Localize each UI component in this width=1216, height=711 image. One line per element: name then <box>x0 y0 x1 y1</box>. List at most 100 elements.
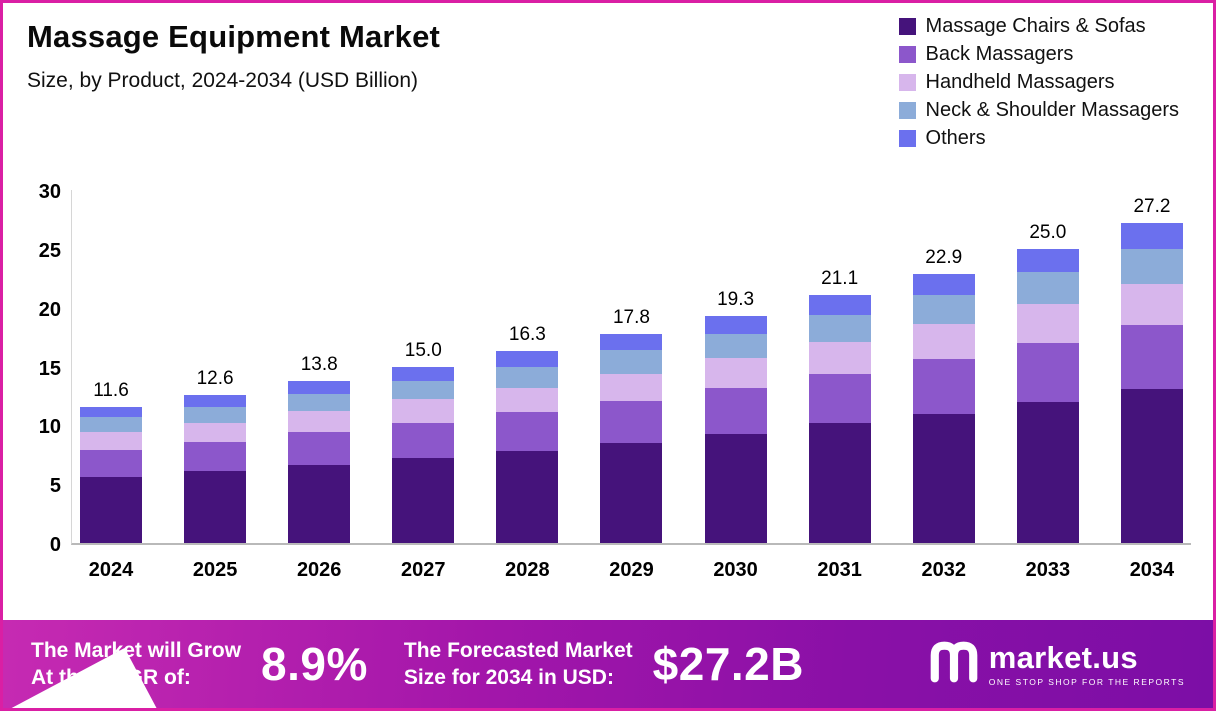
x-axis-label: 2034 <box>1129 559 1175 581</box>
y-tick-label: 5 <box>49 475 61 498</box>
bar-segment <box>496 412 559 452</box>
footer-banner: The Market will Grow At the CAGR of: 8.9… <box>3 620 1213 708</box>
bar-segment <box>600 373 663 401</box>
bar-segment <box>80 432 142 451</box>
bar-total-label: 21.1 <box>821 267 859 289</box>
x-axis-label: 2029 <box>609 559 654 581</box>
bar-segment <box>912 359 975 414</box>
bar-column: 27.2 2034 <box>1120 190 1183 581</box>
x-axis-label: 2033 <box>1025 559 1071 581</box>
bar-segment <box>808 314 871 342</box>
y-tick-label: 20 <box>38 298 61 321</box>
bar-total-label: 15.0 <box>404 339 442 361</box>
bar-segment <box>496 451 559 543</box>
legend-item: Neck & Shoulder Massagers <box>898 99 1179 122</box>
bar-segment <box>184 471 247 543</box>
chart: Massage Equipment Market Size, by Produc… <box>3 3 1213 620</box>
bar-segment <box>912 273 975 295</box>
legend-item: Others <box>898 127 1179 150</box>
chart-body: 0 5 10 15 20 25 30 11.6 2024 12.6 2025 13.8 2026 15.… <box>25 181 1191 581</box>
legend-item: Massage Chairs & Sofas <box>898 15 1179 38</box>
bar-segment <box>600 350 663 374</box>
stacked-bar <box>288 380 351 543</box>
plot-area: 11.6 2024 12.6 2025 13.8 2026 15.0 2027 16.3 2028… <box>71 190 1191 581</box>
bar-segment <box>80 450 142 478</box>
bar-segment <box>808 373 871 423</box>
bar-segment <box>392 380 455 400</box>
stacked-bar <box>600 333 663 543</box>
legend-item: Handheld Massagers <box>898 71 1179 94</box>
bar-column: 13.8 2026 <box>288 190 351 581</box>
bar-segment <box>184 441 247 472</box>
legend-swatch <box>898 46 916 63</box>
x-axis-label: 2025 <box>192 559 238 581</box>
bar-segment <box>496 351 559 367</box>
brand-text: market.us ONE STOP SHOP FOR THE REPORTS <box>989 642 1185 687</box>
chart-header: Massage Equipment Market Size, by Produc… <box>27 19 440 93</box>
bar-segment <box>392 366 455 381</box>
legend-swatch <box>898 18 916 35</box>
bar-segment <box>496 387 559 413</box>
bar-segment <box>392 422 455 459</box>
bar-total-label: 27.2 <box>1133 195 1171 217</box>
bar-total-label: 19.3 <box>717 288 755 310</box>
brand-name: market.us <box>988 639 1138 675</box>
bar-segment <box>288 380 351 394</box>
chart-subtitle: Size, by Product, 2024-2034 (USD Billion… <box>27 69 419 92</box>
bar-total-label: 13.8 <box>300 353 338 375</box>
bar-segment <box>1016 304 1079 343</box>
x-axis-label: 2030 <box>713 559 758 581</box>
bar-column: 22.9 2032 <box>912 190 975 581</box>
bar-segment <box>600 333 663 351</box>
bar-column: 25.0 2033 <box>1016 190 1079 581</box>
bar-segment <box>1016 342 1079 402</box>
bar-column: 15.0 2027 <box>392 190 455 581</box>
bar-segment <box>184 394 247 407</box>
stacked-bar <box>704 315 767 543</box>
banner-content: The Market will Grow At the CAGR of: 8.9… <box>3 620 1213 708</box>
stacked-bar <box>496 351 559 543</box>
bar-segment <box>1016 401 1079 543</box>
stacked-bar <box>80 406 142 543</box>
x-axis-label: 2031 <box>817 559 862 581</box>
legend-swatch <box>898 130 916 147</box>
bar-segment <box>288 432 351 466</box>
bar-total-label: 22.9 <box>925 246 963 268</box>
marketus-logo-icon <box>929 639 979 690</box>
bar-total-label: 17.8 <box>612 306 650 328</box>
bar-total-label: 11.6 <box>93 379 129 401</box>
bar-segment <box>496 366 559 388</box>
legend-label: Massage Chairs & Sofas <box>925 15 1146 37</box>
legend-label: Others <box>925 127 986 149</box>
bar-column: 17.8 2029 <box>600 190 663 581</box>
bar-total-label: 25.0 <box>1029 221 1067 243</box>
bar-segment <box>392 399 455 423</box>
bar-segment <box>704 433 767 543</box>
bar-column: 19.3 2030 <box>704 190 767 581</box>
bar-segment <box>1120 388 1183 543</box>
bar-segment <box>80 477 142 543</box>
stacked-bar <box>1120 222 1183 543</box>
stacked-bar <box>184 394 247 543</box>
legend: Massage Chairs & Sofas Back Massagers Hand… <box>898 15 1179 150</box>
bar-segment <box>1016 248 1079 273</box>
bar-segment <box>912 413 975 543</box>
bar-segment <box>184 406 247 424</box>
stacked-bar <box>392 366 455 543</box>
bar-segment <box>704 333 767 359</box>
y-tick-label: 0 <box>49 534 61 556</box>
bar-segment <box>80 417 142 433</box>
legend-label: Neck & Shoulder Massagers <box>925 99 1179 121</box>
bar-segment <box>704 315 767 334</box>
bar-column: 12.6 2025 <box>184 190 247 581</box>
bar-segment <box>288 411 351 433</box>
forecast-value: $27.2B <box>652 638 804 690</box>
page-title: Massage Equipment Market <box>27 19 441 54</box>
y-tick-label: 10 <box>38 416 61 439</box>
bar-segment <box>600 400 663 443</box>
bar-segment <box>808 422 871 543</box>
bar-segment <box>704 358 767 388</box>
x-axis-label: 2028 <box>505 559 550 581</box>
x-axis-label: 2027 <box>401 559 446 581</box>
bar-segment <box>1120 284 1183 326</box>
